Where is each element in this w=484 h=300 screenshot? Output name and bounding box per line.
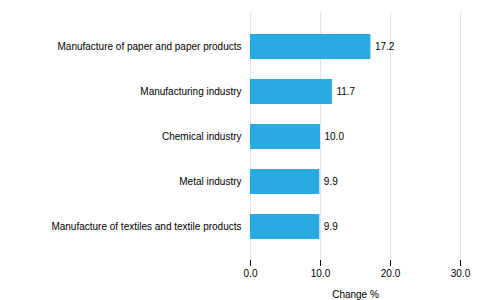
svg-text:Change %: Change % bbox=[332, 289, 379, 300]
svg-text:9.9: 9.9 bbox=[324, 176, 338, 187]
svg-text:Chemical industry: Chemical industry bbox=[162, 131, 241, 142]
svg-text:Manufacture of paper and paper: Manufacture of paper and paper products bbox=[57, 41, 241, 52]
svg-text:Manufacture of textiles and te: Manufacture of textiles and textile prod… bbox=[51, 221, 241, 232]
svg-text:17.2: 17.2 bbox=[375, 41, 395, 52]
svg-text:0.0: 0.0 bbox=[244, 268, 258, 279]
svg-text:9.9: 9.9 bbox=[324, 221, 338, 232]
svg-text:20.0: 20.0 bbox=[381, 268, 401, 279]
svg-text:Manufacturing industry: Manufacturing industry bbox=[140, 86, 241, 97]
svg-text:11.7: 11.7 bbox=[336, 86, 355, 97]
svg-text:30.0: 30.0 bbox=[451, 268, 471, 279]
svg-text:10.0: 10.0 bbox=[325, 131, 345, 142]
svg-text:Metal industry: Metal industry bbox=[179, 176, 241, 187]
svg-text:10.0: 10.0 bbox=[311, 268, 331, 279]
